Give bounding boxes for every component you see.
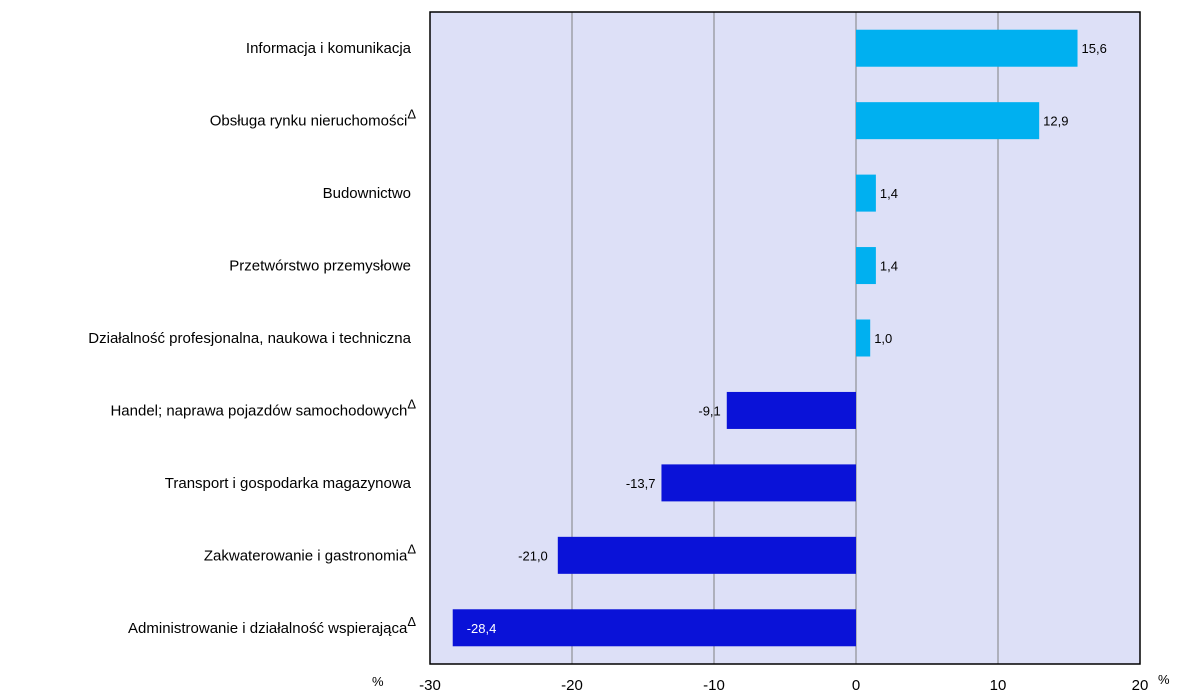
data-label: -28,4: [467, 621, 497, 636]
data-label: 15,6: [1082, 41, 1107, 56]
data-label: -9,1: [698, 403, 720, 418]
bar: [557, 536, 856, 574]
bar: [726, 391, 856, 429]
data-label: 1,4: [880, 259, 898, 274]
bar: [856, 319, 871, 357]
bar: [856, 174, 876, 212]
bars: 15,6 12,9 1,4 1,4 1,0 -9,1 -13,7 -21,0 -28,4: [452, 29, 1107, 647]
category-label: Przetwórstwo przemysłowe: [229, 258, 411, 275]
category-label: Budownictwo: [323, 185, 411, 202]
bar: [856, 102, 1040, 140]
data-label: -13,7: [626, 476, 656, 491]
x-tick-label: -30: [419, 677, 441, 694]
bar: [452, 609, 856, 647]
x-tick-label: 0: [852, 677, 860, 694]
x-unit-label-left: %: [372, 674, 384, 689]
category-label: Obsługa rynku nieruchomościΔ: [210, 107, 417, 130]
category-label: Informacja i komunikacja: [246, 40, 412, 57]
data-label: 1,0: [874, 331, 892, 346]
data-label: 1,4: [880, 186, 898, 201]
bar: [856, 29, 1078, 67]
bar: [661, 464, 856, 502]
x-tick-labels: -30 -20 -10 0 10 20: [419, 677, 1148, 694]
x-unit-label-right: %: [1158, 672, 1170, 687]
x-tick-label: -10: [703, 677, 725, 694]
category-label: Transport i gospodarka magazynowa: [165, 475, 412, 492]
data-label: -21,0: [518, 548, 548, 563]
category-label: Działalność profesjonalna, naukowa i tec…: [88, 330, 411, 347]
category-labels: Informacja i komunikacja Obsługa rynku ni…: [88, 40, 416, 637]
x-tick-label: 10: [990, 677, 1007, 694]
x-tick-label: -20: [561, 677, 583, 694]
bar: [856, 247, 876, 285]
plot-frame: [429, 11, 1141, 665]
category-label: Handel; naprawa pojazdów samochodowychΔ: [110, 396, 416, 419]
data-label: 12,9: [1043, 114, 1068, 129]
category-label: Zakwaterowanie i gastronomiaΔ: [204, 541, 416, 564]
category-label: Administrowanie i działalność wspierając…: [128, 614, 416, 637]
x-tick-label: 20: [1132, 677, 1149, 694]
